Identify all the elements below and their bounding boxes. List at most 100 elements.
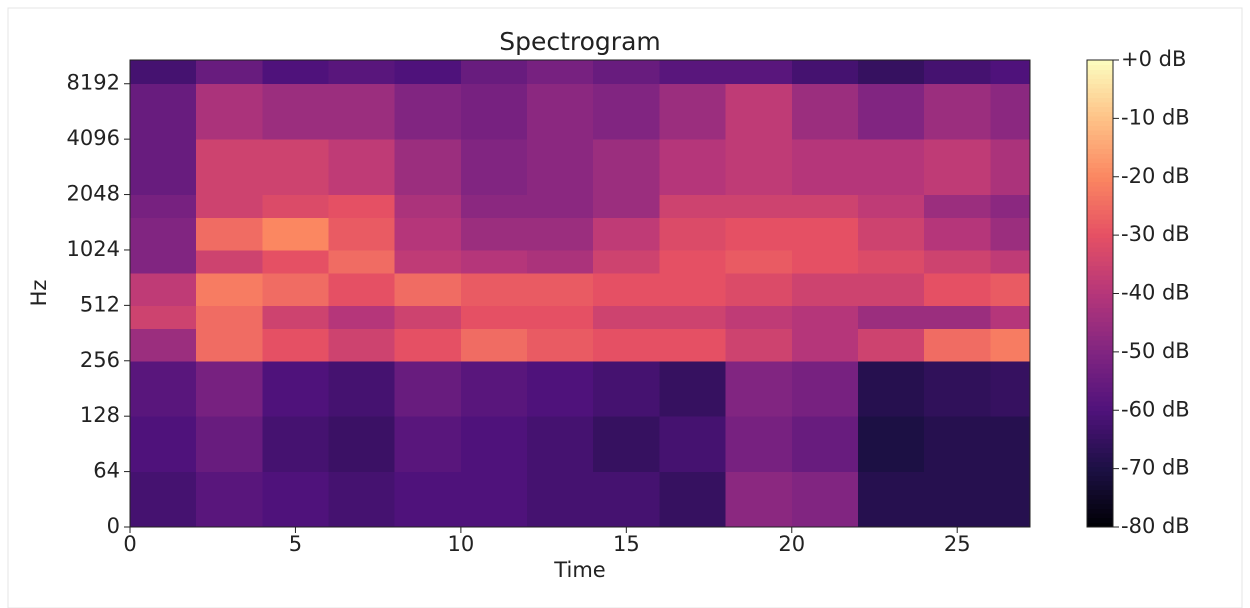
y-tick-label: 512 <box>80 292 120 316</box>
cell <box>262 217 330 251</box>
colorbar-step <box>1087 120 1113 126</box>
cell <box>857 328 925 362</box>
colorbar-step <box>1087 204 1113 210</box>
cell <box>593 60 660 85</box>
colorbar-step <box>1087 298 1113 304</box>
x-tick-label: 25 <box>944 532 971 556</box>
colorbar-step <box>1087 316 1113 323</box>
cell <box>527 305 594 329</box>
cell <box>460 139 528 196</box>
colorbar-step <box>1087 522 1113 528</box>
colorbar-step <box>1087 489 1113 495</box>
cell <box>924 60 991 85</box>
cell <box>990 83 1031 140</box>
cell <box>857 60 925 85</box>
colorbar-step <box>1087 181 1113 187</box>
cell <box>460 83 528 140</box>
cell <box>394 194 462 219</box>
cell <box>262 194 330 219</box>
y-tick-label: 64 <box>93 459 120 483</box>
colorbar-step <box>1087 480 1113 486</box>
cell <box>791 249 859 274</box>
colorbar-tick-label: -10 dB <box>1121 105 1190 129</box>
colorbar-step <box>1087 475 1113 481</box>
heatmap <box>130 60 1031 528</box>
colorbar-step <box>1087 400 1113 407</box>
axes: 0 5 10 15 20 25 0 64 128 256 512 1024 2048 4096 8192 <box>67 59 1031 556</box>
y-tick-label: 128 <box>80 403 120 427</box>
colorbar-step <box>1087 494 1113 500</box>
cell <box>990 139 1031 196</box>
cell <box>328 471 396 528</box>
cell <box>394 305 462 329</box>
colorbar-step <box>1087 447 1113 453</box>
colorbar-step <box>1087 335 1113 341</box>
cell <box>394 360 462 417</box>
cell <box>857 249 925 274</box>
colorbar-step <box>1087 64 1113 70</box>
cell <box>593 83 660 140</box>
cell <box>659 360 727 417</box>
cell <box>130 328 197 362</box>
colorbar-step <box>1087 209 1113 215</box>
colorbar-step <box>1087 125 1113 131</box>
cell <box>460 249 528 274</box>
cell <box>460 217 528 251</box>
colorbar-step <box>1087 410 1113 416</box>
colorbar-step <box>1087 512 1113 519</box>
cell <box>791 272 859 306</box>
cell <box>990 217 1031 251</box>
colorbar-step <box>1087 60 1113 66</box>
y-tick-label: 4096 <box>67 126 120 150</box>
colorbar-tick-label: -30 dB <box>1121 222 1190 246</box>
colorbar-step <box>1087 190 1113 196</box>
colorbar-step <box>1087 69 1113 75</box>
cell <box>791 328 859 362</box>
cell <box>857 272 925 306</box>
y-tick-label: 0 <box>107 514 120 538</box>
x-tick-label: 10 <box>448 532 475 556</box>
colorbar-step <box>1087 340 1113 346</box>
colorbar-step <box>1087 354 1113 360</box>
cell <box>593 194 660 219</box>
cell <box>924 416 991 473</box>
cell <box>725 194 793 219</box>
cell <box>527 272 594 306</box>
colorbar-step <box>1087 312 1113 318</box>
cell <box>857 471 925 528</box>
colorbar-step <box>1087 148 1113 154</box>
cell <box>990 272 1031 306</box>
cell <box>791 60 859 85</box>
cell <box>262 416 330 473</box>
colorbar-step <box>1087 344 1113 351</box>
colorbar-step <box>1087 134 1113 140</box>
colorbar-step <box>1087 144 1113 150</box>
colorbar-step <box>1087 302 1113 309</box>
cell <box>328 60 396 85</box>
cell <box>527 60 594 85</box>
colorbar-step <box>1087 116 1113 122</box>
colorbar-step <box>1087 484 1113 491</box>
cell <box>791 416 859 473</box>
colorbar-step <box>1087 442 1113 449</box>
cell <box>328 272 396 306</box>
colorbar-step <box>1087 232 1113 238</box>
cell <box>460 272 528 306</box>
cell <box>328 416 396 473</box>
colorbar-step <box>1087 503 1113 509</box>
colorbar-step <box>1087 461 1113 467</box>
cell <box>460 60 528 85</box>
cell <box>460 305 528 329</box>
cell <box>328 249 396 274</box>
colorbar-step <box>1087 433 1113 439</box>
colorbar-step <box>1087 396 1113 402</box>
cell <box>328 194 396 219</box>
cell <box>130 305 197 329</box>
colorbar-step <box>1087 363 1113 369</box>
cell <box>262 249 330 274</box>
x-tick-label: 0 <box>123 532 136 556</box>
cell <box>196 217 263 251</box>
colorbar-step <box>1087 246 1113 252</box>
y-tick-label: 8192 <box>67 71 120 95</box>
cell <box>990 60 1031 85</box>
